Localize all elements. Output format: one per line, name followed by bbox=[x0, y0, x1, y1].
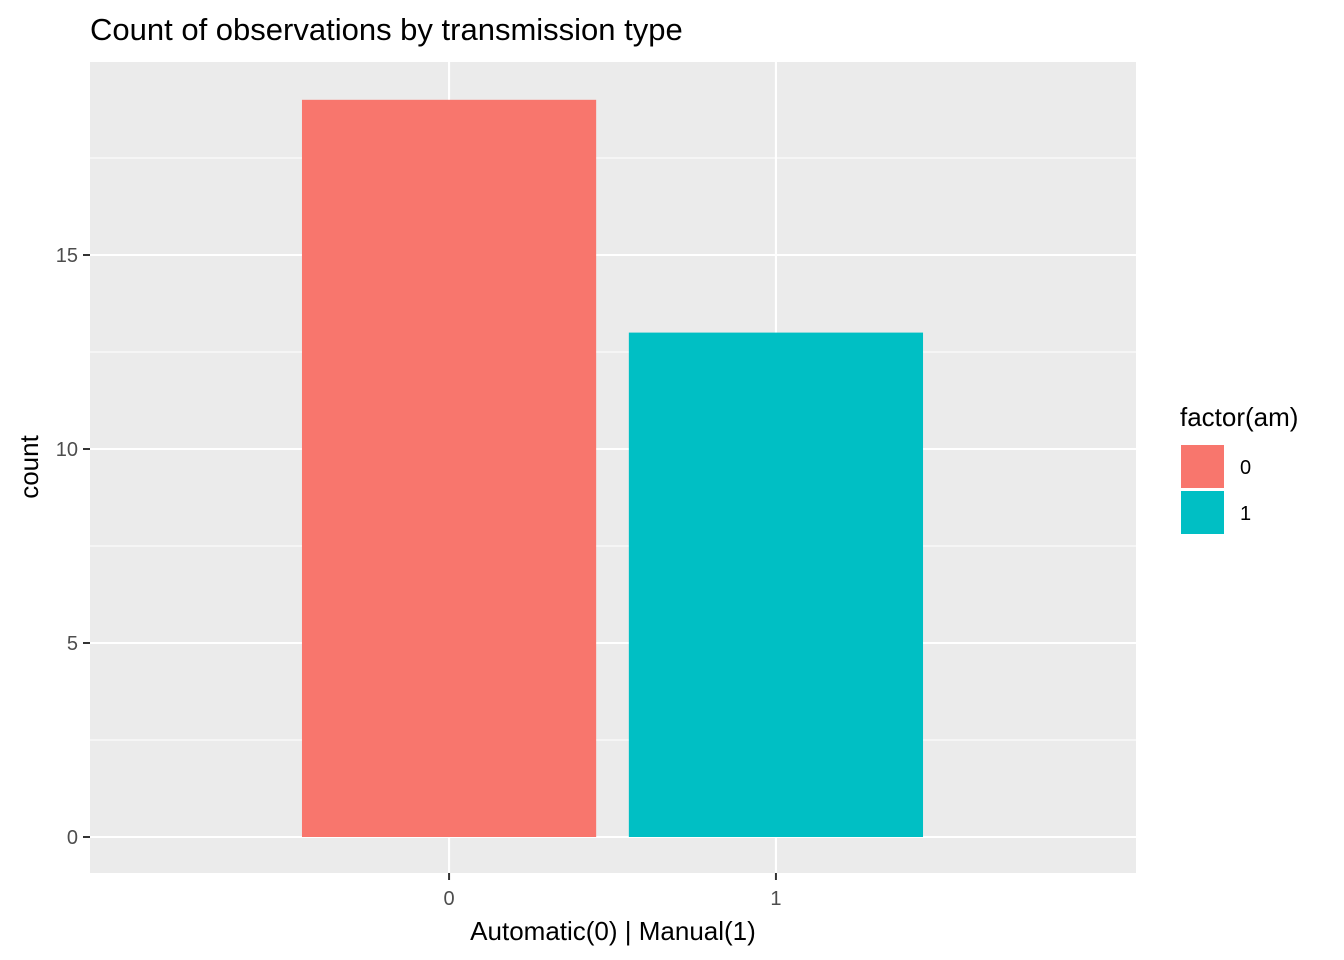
x-tick-label: 1 bbox=[770, 888, 781, 910]
legend-title: factor(am) bbox=[1180, 402, 1298, 432]
y-axis: 0 5 10 15 bbox=[56, 245, 90, 849]
x-axis-title: Automatic(0) | Manual(1) bbox=[470, 916, 756, 946]
bars bbox=[301, 99, 924, 838]
legend: factor(am) 01 bbox=[1179, 402, 1298, 536]
legend-entries: 01 bbox=[1179, 443, 1251, 536]
bar-1 bbox=[628, 332, 924, 837]
plot-panel bbox=[90, 62, 1136, 873]
chart-title: Count of observations by transmission ty… bbox=[90, 12, 683, 47]
y-tick-label: 10 bbox=[56, 439, 78, 461]
bar-0 bbox=[301, 99, 597, 838]
legend-swatch-1 bbox=[1179, 489, 1226, 536]
y-tick-label: 15 bbox=[56, 245, 78, 267]
legend-label-1: 1 bbox=[1240, 503, 1251, 525]
y-axis-title: count bbox=[14, 434, 44, 498]
x-tick-label: 0 bbox=[444, 888, 455, 910]
y-tick-label: 5 bbox=[67, 633, 78, 655]
y-tick-label: 0 bbox=[67, 827, 78, 849]
minor-gridlines bbox=[90, 157, 1136, 741]
legend-label-0: 0 bbox=[1240, 457, 1251, 479]
legend-swatch-0 bbox=[1179, 443, 1226, 490]
